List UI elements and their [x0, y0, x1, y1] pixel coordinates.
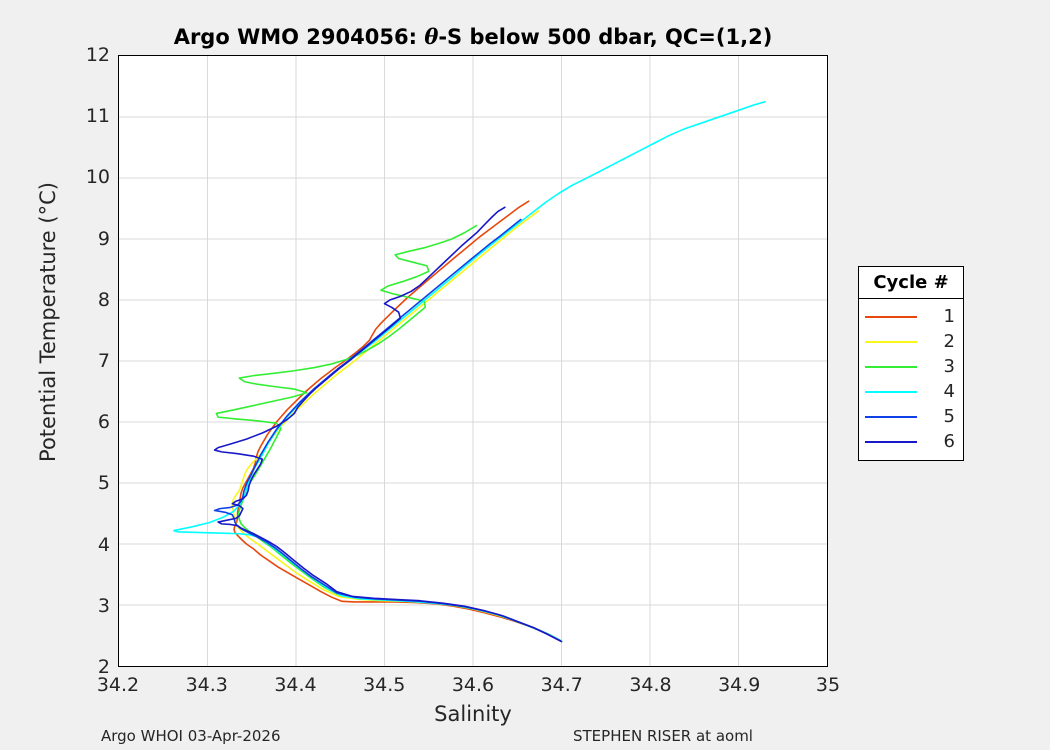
x-tick-label: 34.9 [718, 674, 761, 696]
legend-item-label: 5 [943, 406, 955, 427]
legend-item-cycle-5[interactable]: 5 [859, 404, 963, 429]
y-tick-label: 10 [85, 166, 110, 189]
legend-item-cycle-3[interactable]: 3 [859, 354, 963, 379]
legend-item-cycle-2[interactable]: 2 [859, 329, 963, 354]
y-tick-label: 7 [97, 350, 110, 372]
y-axis-label: Potential Temperature (°C) [36, 182, 60, 462]
legend-items: 1 2 3 4 5 6 [859, 299, 963, 460]
series-line-cycle-6 [215, 207, 561, 641]
y-tick-label: 3 [97, 594, 110, 617]
legend-item-label: 6 [943, 431, 955, 452]
legend-item-label: 2 [943, 331, 955, 352]
x-tick-label: 34.7 [540, 674, 583, 696]
legend-item-label: 4 [943, 381, 955, 402]
legend-color-swatch [865, 340, 917, 343]
y-axis-ticks: 2 3 4 5 6 7 8 9 10 11 12 [60, 44, 110, 678]
plot-svg [119, 56, 827, 666]
legend-color-swatch [865, 415, 917, 418]
series-line-cycle-2 [232, 211, 561, 641]
x-tick-label: 34.3 [185, 674, 228, 696]
y-tick-label: 4 [97, 533, 110, 556]
title-text-after: -S below 500 dbar, QC=(1,2) [438, 25, 773, 49]
legend-color-swatch [865, 315, 917, 318]
plot-area[interactable] [118, 55, 828, 667]
x-axis-ticks: 34.2 34.3 34.4 34.5 34.6 34.7 34.8 34.9 35 [97, 670, 840, 696]
legend-item-cycle-6[interactable]: 6 [859, 429, 963, 454]
series-line-cycle-3 [216, 226, 559, 641]
x-tick-label: 34.4 [274, 674, 317, 696]
x-tick-label: 35 [815, 674, 841, 696]
series-line-cycle-5 [215, 219, 562, 641]
y-tick-label: 8 [97, 288, 110, 311]
legend-color-swatch [865, 440, 917, 443]
y-tick-label: 5 [97, 472, 110, 495]
legend: Cycle # 1 2 3 4 5 6 [858, 266, 964, 461]
series-line-cycle-4 [174, 102, 765, 641]
legend-item-cycle-4[interactable]: 4 [859, 379, 963, 404]
series-layer [174, 102, 765, 642]
theta-symbol: θ [424, 24, 439, 49]
legend-color-swatch [865, 390, 917, 393]
y-tick-label: 2 [97, 656, 110, 678]
y-tick-label: 9 [97, 227, 110, 250]
x-tick-label: 34.8 [629, 674, 672, 696]
footer-right-text: STEPHEN RISER at aoml [573, 727, 753, 745]
legend-item-label: 3 [943, 356, 955, 377]
footer-left-text: Argo WHOI 03-Apr-2026 [101, 727, 281, 745]
x-tick-label: 34.5 [363, 674, 406, 696]
legend-item-label: 1 [943, 306, 955, 327]
grid-layer [119, 56, 827, 666]
x-tick-label: 34.2 [96, 674, 140, 696]
page-title: Argo WMO 2904056: θ-S below 500 dbar, QC… [118, 24, 828, 49]
y-tick-label: 12 [85, 44, 110, 66]
y-tick-label: 6 [97, 411, 110, 434]
y-tick-label: 11 [85, 105, 110, 128]
title-text-before: Argo WMO 2904056: [173, 25, 425, 49]
legend-color-swatch [865, 365, 917, 368]
series-line-cycle-1 [234, 201, 561, 641]
legend-title: Cycle # [859, 267, 963, 299]
x-axis-label: Salinity [434, 702, 512, 726]
legend-item-cycle-1[interactable]: 1 [859, 304, 963, 329]
x-tick-label: 34.6 [451, 674, 495, 696]
